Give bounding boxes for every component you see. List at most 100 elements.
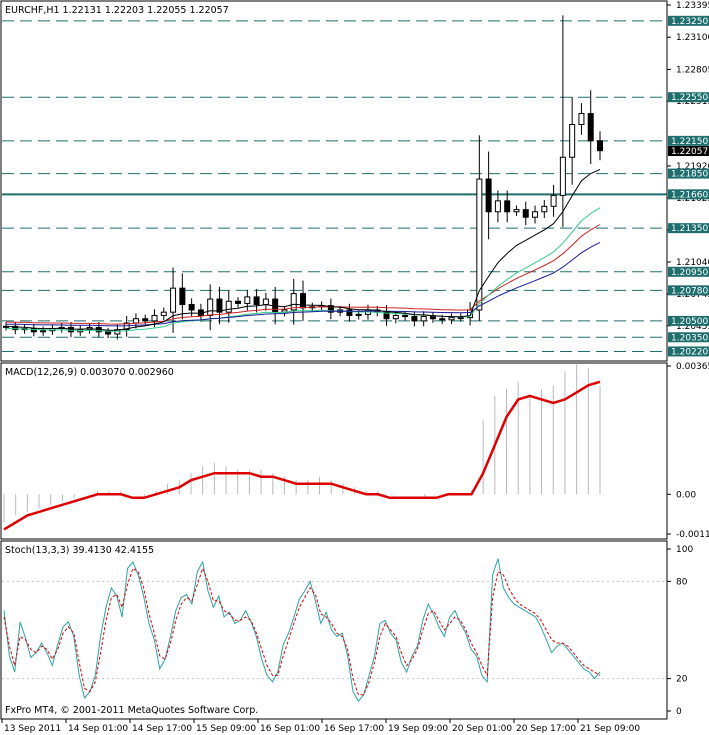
time-tick-label: 19 Sep 09:00 [388, 724, 448, 734]
level-price-label: 1.21850 [671, 170, 708, 180]
moving-averages [5, 168, 601, 332]
time-tick-label: 16 Sep 01:00 [260, 724, 320, 734]
time-tick-label: 15 Sep 09:00 [196, 724, 256, 734]
price-tick-label: 1.23100 [676, 33, 709, 43]
level-price-label: 1.20220 [671, 347, 708, 357]
level-price-box [668, 266, 709, 277]
candle-body [188, 304, 195, 311]
stoch-tick-label: 0 [676, 707, 682, 717]
level-price-box [668, 223, 709, 234]
candle-body [597, 140, 603, 152]
time-axis: 13 Sep 2011 14 Sep 01:00 14 Sep 17:00 15 Se… [1, 719, 640, 734]
stochastic-indicator [2, 558, 667, 703]
candle-body [225, 300, 232, 313]
ma-black-line [5, 168, 601, 331]
macd-tick-label: 0.00365 [676, 362, 709, 372]
candle-body [12, 325, 19, 331]
stoch-signal-line [3, 566, 601, 696]
level-price-box [668, 92, 709, 103]
candle-body [216, 298, 223, 313]
candle-body [346, 309, 353, 316]
candle-body [494, 200, 501, 213]
current-price-label: 1.22057 [671, 147, 708, 157]
candle-body [151, 314, 158, 322]
candle-body [587, 113, 594, 142]
level-price-label: 1.22550 [671, 93, 708, 103]
candle-body [355, 313, 362, 316]
macd-indicator [3, 364, 601, 531]
candle-body [550, 194, 557, 207]
candle-body [262, 298, 269, 306]
level-price-box [668, 189, 709, 200]
current-price-box [668, 146, 709, 157]
level-price-label: 1.20950 [671, 268, 708, 278]
level-price-label: 1.20780 [671, 286, 708, 296]
level-price-label: 1.20500 [671, 317, 708, 327]
candle-body [123, 322, 130, 331]
candle-body [244, 296, 251, 304]
candle-body [170, 287, 177, 313]
candle-body [522, 209, 529, 218]
price-tick-label: 1.21920 [676, 162, 709, 172]
stoch-tick-label: 20 [676, 675, 688, 685]
level-price-label: 1.21660 [671, 190, 708, 200]
time-tick-label: 21 Sep 09:00 [580, 724, 640, 734]
candle-body [411, 316, 418, 322]
macd-tick-label: 0.00 [676, 490, 696, 500]
price-tick-label: 1.21040 [676, 258, 709, 268]
level-price-label: 1.21350 [671, 224, 708, 234]
candle-body [207, 298, 214, 316]
macd-axis: 0.00365 0.00 -0.00113 [667, 362, 709, 540]
horizontal-levels [2, 20, 667, 352]
price-tick-label: 1.23395 [676, 1, 709, 11]
copyright-text: FxPro MT4, © 2001-2011 MetaQuotes Softwa… [5, 705, 258, 716]
candle-body [67, 326, 74, 333]
candle-body [40, 330, 47, 333]
chart-title: EURCHF,H1 1.22131 1.22203 1.22055 1.2205… [5, 5, 229, 16]
candle-body [235, 300, 242, 304]
candle-body [142, 318, 149, 322]
candle-body [327, 305, 334, 313]
ma-blue-line [5, 241, 601, 327]
candle-body [300, 293, 306, 309]
time-tick-label: 14 Sep 17:00 [132, 724, 192, 734]
level-price-box [668, 15, 709, 26]
price-pane-frame [0, 0, 668, 362]
candle-body [485, 178, 492, 213]
macd-signal-line [3, 380, 601, 531]
level-price-box [668, 135, 709, 146]
stoch-pane-frame [0, 540, 668, 720]
level-price-box [668, 315, 709, 326]
candle-body [179, 287, 186, 306]
level-price-label: 1.23250 [671, 17, 708, 27]
candle-body [578, 113, 585, 125]
candle-body [290, 293, 297, 311]
candle-body [160, 311, 167, 316]
ma-green-line [5, 207, 601, 332]
candle-body [429, 316, 436, 320]
candle-body [513, 209, 520, 213]
stoch-label: Stoch(13,3,3) 39.4130 42.4155 [5, 545, 154, 556]
candle-body [253, 296, 260, 306]
time-tick-label: 20 Sep 01:00 [452, 724, 512, 734]
stoch-tick-label: 100 [676, 545, 693, 555]
level-price-box [668, 346, 709, 357]
level-price-label: 1.20350 [671, 333, 708, 343]
macd-tick-label: -0.00113 [676, 530, 709, 540]
candle-body [105, 331, 112, 335]
level-price-box [668, 285, 709, 296]
macd-label: MACD(12,26,9) 0.003070 0.002960 [5, 367, 174, 378]
time-tick-label: 14 Sep 01:00 [68, 724, 128, 734]
candle-body [439, 318, 446, 321]
level-price-label: 1.22150 [671, 137, 708, 147]
candle-body [569, 123, 576, 158]
candle-body [476, 178, 483, 311]
candle-body [559, 156, 566, 196]
candle-body [420, 316, 427, 322]
stoch-axis: 100 80 20 0 [667, 545, 693, 717]
stoch-tick-label: 80 [676, 577, 688, 587]
candle-body [541, 205, 548, 213]
level-price-box [668, 168, 709, 179]
candle-body [532, 211, 539, 218]
